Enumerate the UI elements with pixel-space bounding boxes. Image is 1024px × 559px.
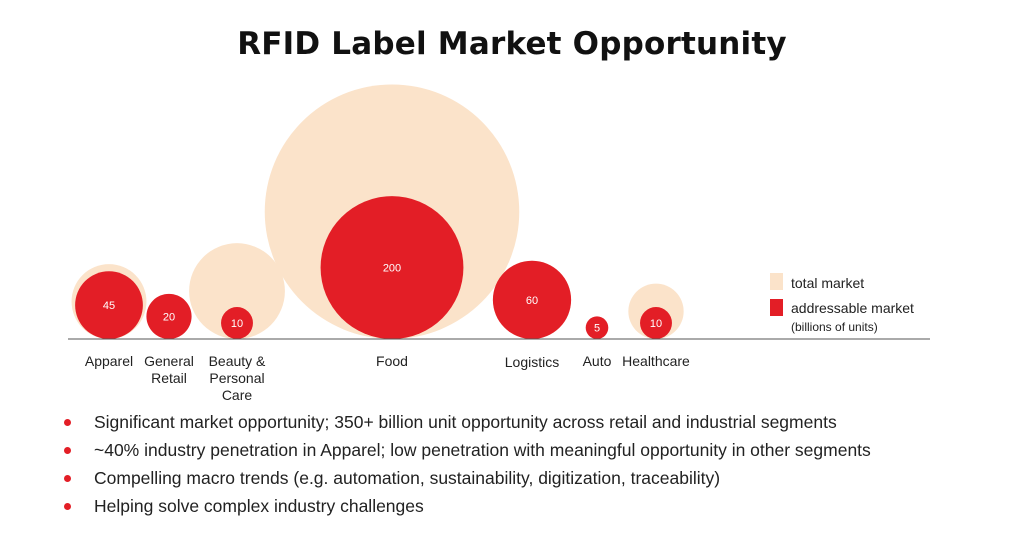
category-label-auto: Auto xyxy=(583,353,612,369)
page-title: RFID Label Market Opportunity xyxy=(237,26,787,62)
legend-units-note: (billions of units) xyxy=(791,320,878,334)
bullet-item: Significant market opportunity; 350+ bil… xyxy=(62,408,871,436)
value-label-general-retail: 20 xyxy=(163,311,175,323)
legend-swatch-addressable xyxy=(770,299,783,316)
legend-swatch-total xyxy=(770,273,783,290)
bullet-list: Significant market opportunity; 350+ bil… xyxy=(62,408,871,520)
bullet-item: Helping solve complex industry challenge… xyxy=(62,492,871,520)
addressable-market-bubble-beauty-personal-care xyxy=(221,307,253,339)
addressable-market-bubble-logistics xyxy=(492,260,572,339)
addressable-market-bubble-auto xyxy=(585,316,609,339)
value-labels: 45 20 10 200 60 5 10 xyxy=(103,263,662,335)
category-label-logistics: Logistics xyxy=(505,354,559,370)
category-label-beauty-personal-care: Beauty & Personal Care xyxy=(209,353,266,403)
bullet-dot-icon xyxy=(64,475,71,482)
category-labels: Apparel General Retail Beauty & Personal Care… xyxy=(85,353,690,403)
value-label-apparel: 45 xyxy=(103,300,115,312)
addressable-market-bubble-apparel xyxy=(75,271,143,339)
value-label-food: 200 xyxy=(383,263,401,275)
addressable-market-bubble-general-retail xyxy=(146,293,192,339)
bullet-item: ~40% industry penetration in Apparel; lo… xyxy=(62,436,871,464)
value-label-healthcare: 10 xyxy=(650,318,662,330)
value-label-logistics: 60 xyxy=(526,295,538,307)
legend: total market addressable market (billion… xyxy=(770,273,914,334)
value-label-auto: 5 xyxy=(594,323,600,335)
addressable-market-bubble-healthcare xyxy=(640,307,672,339)
category-label-healthcare: Healthcare xyxy=(622,353,690,369)
legend-label-addressable: addressable market xyxy=(791,300,914,316)
addressable-market-bubble-food xyxy=(320,196,464,339)
bullet-dot-icon xyxy=(64,447,71,454)
value-label-beauty-personal-care: 10 xyxy=(231,318,243,330)
addressable-market-bubbles xyxy=(75,196,672,339)
bubble-chart: 45 20 10 200 60 5 10 Apparel General Retail Beaut… xyxy=(68,84,930,403)
category-label-general-retail: General Retail xyxy=(144,353,194,386)
total-market-bubble-beauty-personal-care xyxy=(189,243,285,339)
category-label-apparel: Apparel xyxy=(85,353,133,369)
category-label-food: Food xyxy=(376,353,408,369)
bullet-dot-icon xyxy=(64,503,71,510)
bullet-item: Compelling macro trends (e.g. automation… xyxy=(62,464,871,492)
bullet-dot-icon xyxy=(64,419,71,426)
legend-label-total: total market xyxy=(791,275,864,291)
